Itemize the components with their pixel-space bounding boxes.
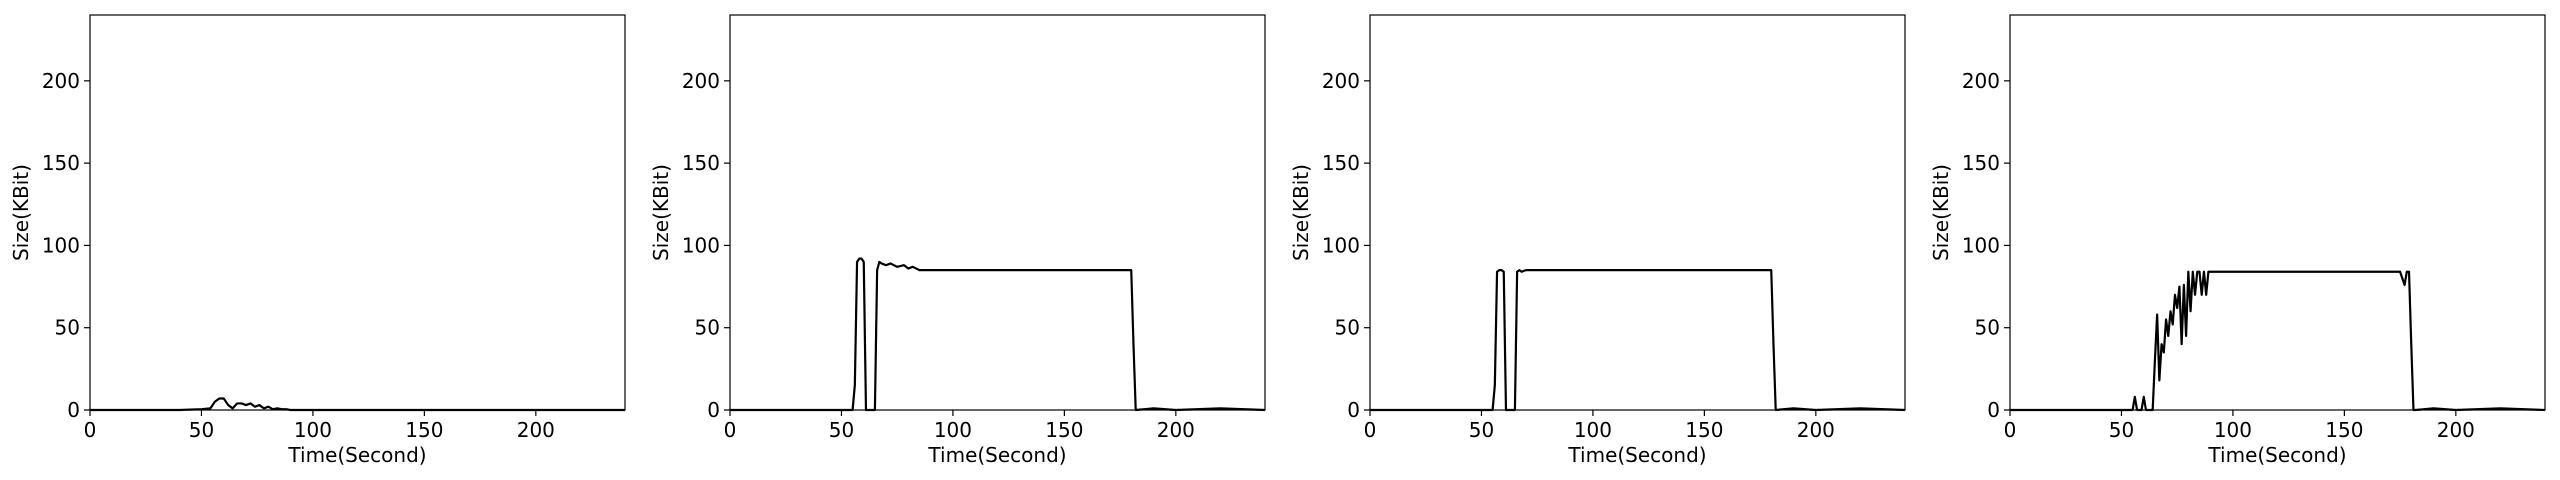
y-tick-label: 50 [1975, 316, 2000, 340]
series-line-1 [1370, 269, 1906, 412]
x-tick-label: 50 [829, 418, 854, 442]
x-tick-label: 0 [84, 418, 97, 442]
y-tick-label: 200 [1322, 69, 1360, 93]
x-tick-label: 100 [2214, 418, 2252, 442]
y-axis-label: Size(KBit) [1289, 164, 1313, 261]
x-tick-label: 100 [294, 418, 332, 442]
y-tick-label: 100 [1322, 233, 1360, 257]
x-tick-label: 100 [934, 418, 972, 442]
y-axis-label: Size(KBit) [1929, 164, 1953, 261]
x-tick-label: 50 [2109, 418, 2134, 442]
x-tick-label: 200 [517, 418, 555, 442]
y-tick-label: 150 [682, 151, 720, 175]
series-line-1 [90, 397, 625, 412]
y-tick-label: 0 [67, 398, 80, 422]
chart-panel-1: 0 50 100 150 200 0 50 100 150 200 Time(Second) Size… [9, 14, 626, 467]
chart-panel-4: 0 50 100 150 200 0 50 100 150 200 Time(Second) Size… [1929, 14, 2546, 467]
y-tick-label: 150 [1322, 151, 1360, 175]
chart-panel-3: 0 50 100 150 200 0 50 100 150 200 Time(Second) Size… [1289, 14, 1906, 467]
series-line-1 [730, 257, 1266, 412]
x-tick-label: 0 [724, 418, 737, 442]
x-tick-label: 200 [1797, 418, 1835, 442]
plot-frame [729, 14, 1266, 411]
y-tick-label: 200 [1962, 69, 2000, 93]
x-tick-label: 0 [2004, 418, 2017, 442]
plot-frame [1369, 14, 1906, 411]
y-tick-label: 50 [695, 316, 720, 340]
plot-frame [89, 14, 626, 411]
y-axis-label: Size(KBit) [9, 164, 33, 261]
y-tick-label: 150 [42, 151, 80, 175]
chart-panel-2: 0 50 100 150 200 0 50 100 150 200 Time(Second) Size… [649, 14, 1266, 467]
y-tick-label: 150 [1962, 151, 2000, 175]
x-tick-label: 0 [1364, 418, 1377, 442]
x-tick-label: 200 [2437, 418, 2475, 442]
y-tick-label: 200 [682, 69, 720, 93]
series-line-1 [2010, 270, 2546, 412]
plot-frame [2009, 14, 2546, 411]
y-tick-label: 0 [707, 398, 720, 422]
x-tick-label: 50 [189, 418, 214, 442]
y-axis-label: Size(KBit) [649, 164, 673, 261]
y-tick-label: 50 [55, 316, 80, 340]
x-tick-label: 50 [1469, 418, 1494, 442]
y-tick-label: 100 [1962, 233, 2000, 257]
x-tick-label: 100 [1574, 418, 1612, 442]
x-tick-label: 150 [1045, 418, 1083, 442]
x-axis-label: Time(Second) [2207, 443, 2346, 467]
y-tick-label: 100 [42, 233, 80, 257]
y-tick-label: 100 [682, 233, 720, 257]
x-tick-label: 150 [405, 418, 443, 442]
y-tick-label: 0 [1987, 398, 2000, 422]
x-tick-label: 150 [1685, 418, 1723, 442]
y-tick-label: 0 [1347, 398, 1360, 422]
x-axis-label: Time(Second) [1567, 443, 1706, 467]
x-tick-label: 150 [2325, 418, 2363, 442]
x-axis-label: Time(Second) [927, 443, 1066, 467]
x-tick-label: 200 [1157, 418, 1195, 442]
y-tick-label: 50 [1335, 316, 1360, 340]
x-axis-label: Time(Second) [287, 443, 426, 467]
y-tick-label: 200 [42, 69, 80, 93]
